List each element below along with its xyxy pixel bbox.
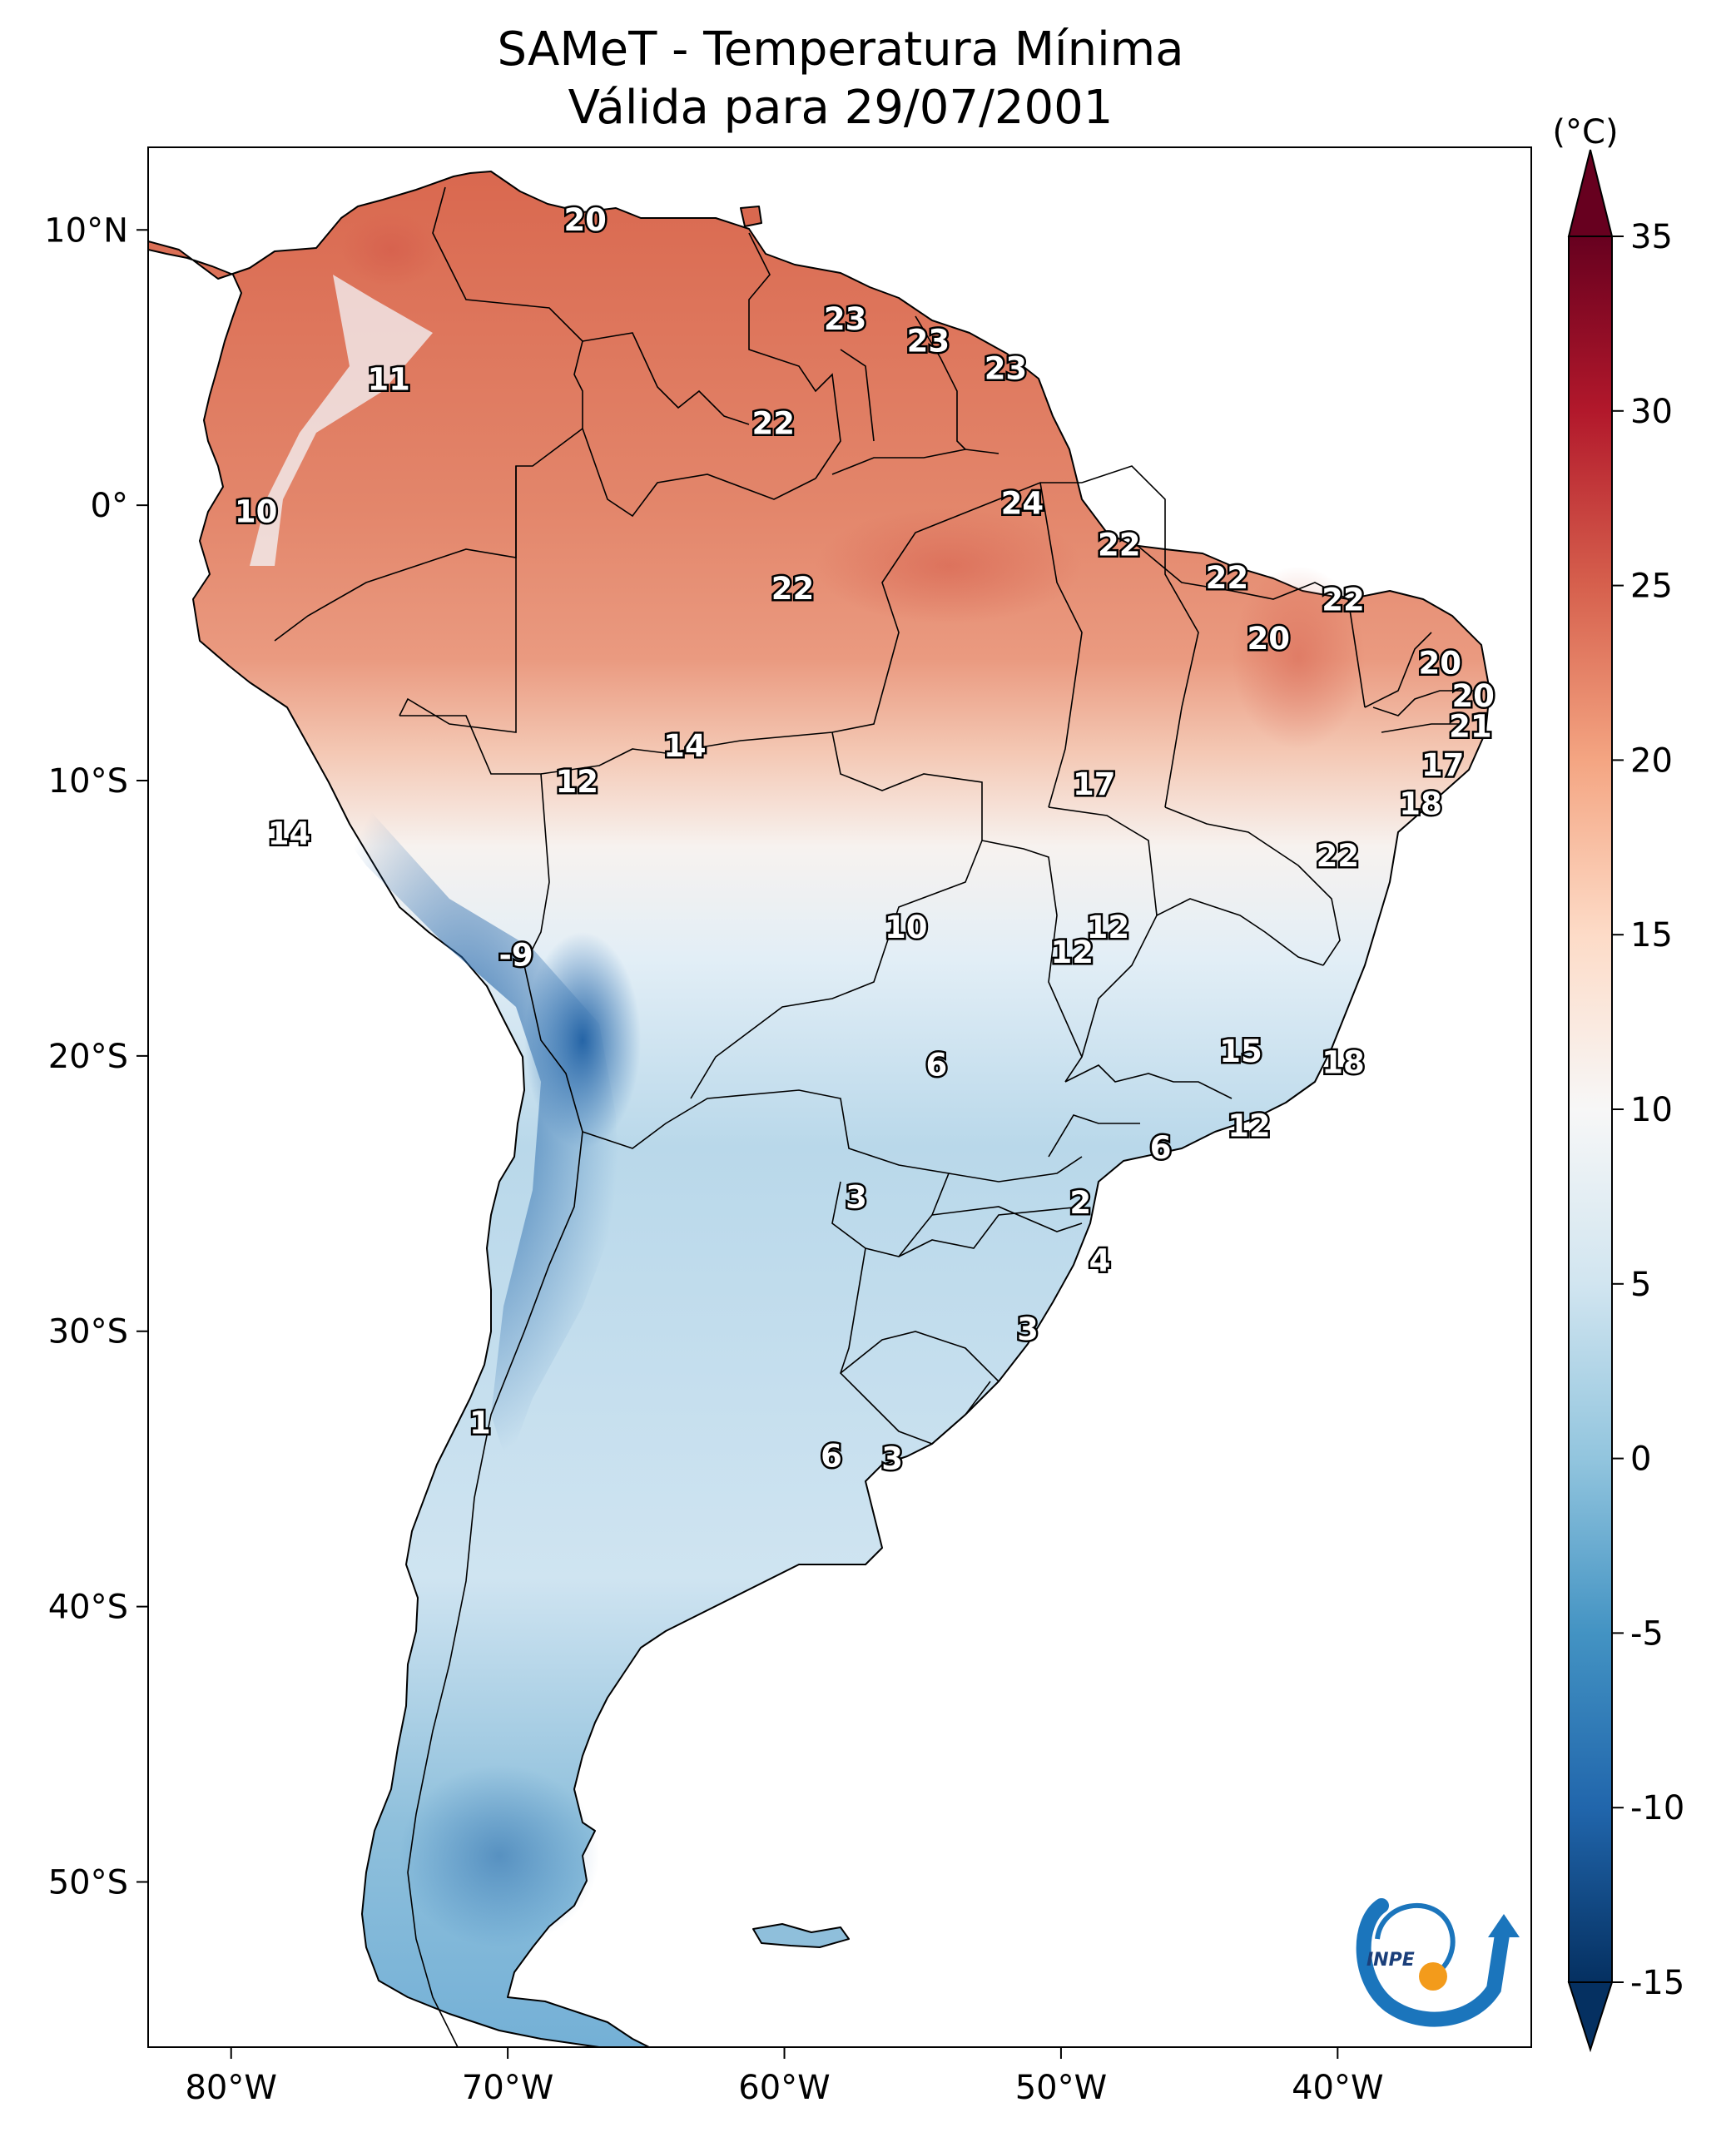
temperature-label: 3: [846, 1179, 867, 1215]
colorbar-bottom-extension: [1567, 1981, 1614, 2053]
temperature-label: 10: [235, 494, 278, 530]
inpe-logo: INPE: [1356, 1898, 1520, 2027]
logo-text: INPE: [1366, 1950, 1415, 1971]
colorbar-tick-label: -5: [1630, 1614, 1664, 1653]
temperature-label: 1: [469, 1406, 491, 1441]
temperature-label: 3: [881, 1441, 903, 1477]
temperature-label: 6: [925, 1048, 947, 1083]
y-tick-label: 30°S: [48, 1313, 128, 1351]
temperature-label: 22: [1317, 838, 1360, 874]
political-borders: [274, 186, 1473, 2047]
temperature-label: 21: [1449, 709, 1492, 745]
temperature-label: 24: [1001, 486, 1044, 522]
chart-subtitle: Válida para 29/07/2001: [568, 81, 1114, 135]
y-tick-label: 0°: [91, 487, 128, 525]
cold-patagonia: [399, 1764, 599, 1947]
temperature-label: 22: [751, 406, 795, 442]
temperature-label: 22: [1098, 527, 1141, 563]
y-tick-label: 40°S: [48, 1589, 128, 1627]
temperature-label: 11: [367, 362, 410, 398]
logo-orange-dot: [1419, 1962, 1447, 1991]
temperature-label: 12: [555, 764, 598, 800]
colorbar: (°C) 35 30 25 20 15 10 5 0 -5 -10 -15: [1552, 113, 1684, 2053]
cold-altiplano: [524, 932, 641, 1148]
temperature-label: 10: [885, 910, 928, 945]
chart-title: SAMeT - Temperatura Mínima: [497, 22, 1183, 77]
logo-inner-arc-icon: [1375, 1903, 1456, 1979]
temperature-label: 4: [1089, 1243, 1111, 1279]
y-tick-label: 20°S: [48, 1038, 128, 1076]
colorbar-tick-label: 35: [1630, 218, 1673, 256]
temperature-label: 23: [824, 301, 867, 337]
map-area: [148, 171, 1490, 2047]
temperature-label: 12: [1087, 910, 1130, 945]
temperature-label: 17: [1421, 747, 1465, 783]
temperature-label: 17: [1073, 766, 1116, 802]
temperature-label: 12: [1228, 1108, 1271, 1143]
colorbar-tick-label: 20: [1630, 741, 1673, 780]
colorbar-tick-label: -15: [1630, 1964, 1684, 2002]
temperature-label: 20: [1247, 621, 1290, 657]
x-tick-label: 40°W: [1292, 2069, 1383, 2107]
hotspot-venezuela: [341, 212, 441, 287]
map-frame: [147, 146, 1532, 2048]
temperature-label: 20: [563, 202, 607, 238]
hotspot-northeast: [1232, 566, 1365, 749]
temperature-label: 18: [1399, 786, 1442, 821]
colorbar-tick-label: 10: [1630, 1091, 1673, 1129]
temperature-label: 23: [985, 351, 1028, 387]
temperature-label: 14: [268, 816, 311, 852]
south-america-landmass: [148, 171, 1490, 2047]
temperature-label: 6: [1150, 1130, 1172, 1166]
x-tick-label: 70°W: [462, 2069, 553, 2107]
colorbar-tick-label: -10: [1630, 1789, 1684, 1827]
y-tick-label: 50°S: [48, 1863, 128, 1902]
colorbar-tick-label: 5: [1630, 1266, 1651, 1304]
temperature-label: 20: [1419, 646, 1462, 682]
colorbar-tick-label: 0: [1630, 1440, 1651, 1479]
temperature-label: 14: [663, 728, 707, 764]
hotspot-amazon: [816, 508, 1082, 624]
temperature-label: 22: [1206, 560, 1249, 596]
colorbar-tick-label: 30: [1630, 393, 1673, 431]
colorbar-body: [1568, 236, 1613, 1983]
y-tick-label: 10°S: [48, 762, 128, 801]
andes-highlands-white: [250, 275, 433, 566]
y-axis-ticks: 10°N 0° 10°S 20°S 30°S 40°S 50°S: [44, 211, 148, 1902]
temperature-label: 23: [907, 323, 950, 359]
temperature-label: 22: [771, 571, 815, 607]
temperature-label: 22: [1322, 582, 1365, 617]
colorbar-tick-label: 25: [1630, 568, 1673, 606]
colorbar-ticks: 35 30 25 20 15 10 5 0 -5 -10 -15: [1612, 218, 1684, 2002]
trinidad-island: [740, 206, 762, 227]
y-tick-label: 10°N: [44, 211, 128, 250]
temperature-label: 18: [1322, 1044, 1365, 1080]
temperature-label: 3: [1017, 1312, 1039, 1347]
temperature-label: 12: [1050, 935, 1094, 970]
temperature-label: 6: [821, 1438, 842, 1474]
colorbar-top-extension: [1567, 149, 1614, 237]
colorbar-units-label: (°C): [1552, 113, 1618, 151]
temperature-label: 2: [1069, 1185, 1091, 1221]
colorbar-tick-label: 15: [1630, 916, 1673, 955]
falkland-islands: [752, 1923, 850, 1948]
logo-arrow-icon: [1488, 1914, 1520, 1937]
x-tick-label: 60°W: [738, 2069, 830, 2107]
temperature-label: -9: [499, 937, 533, 973]
logo-swirl-icon: [1356, 1898, 1510, 2027]
x-tick-label: 50°W: [1015, 2069, 1107, 2107]
x-tick-label: 80°W: [185, 2069, 276, 2107]
temperature-label: 20: [1451, 678, 1495, 714]
temperature-label: 15: [1219, 1034, 1262, 1069]
x-axis-ticks: 80°W 70°W 60°W 50°W 40°W: [185, 2047, 1384, 2107]
